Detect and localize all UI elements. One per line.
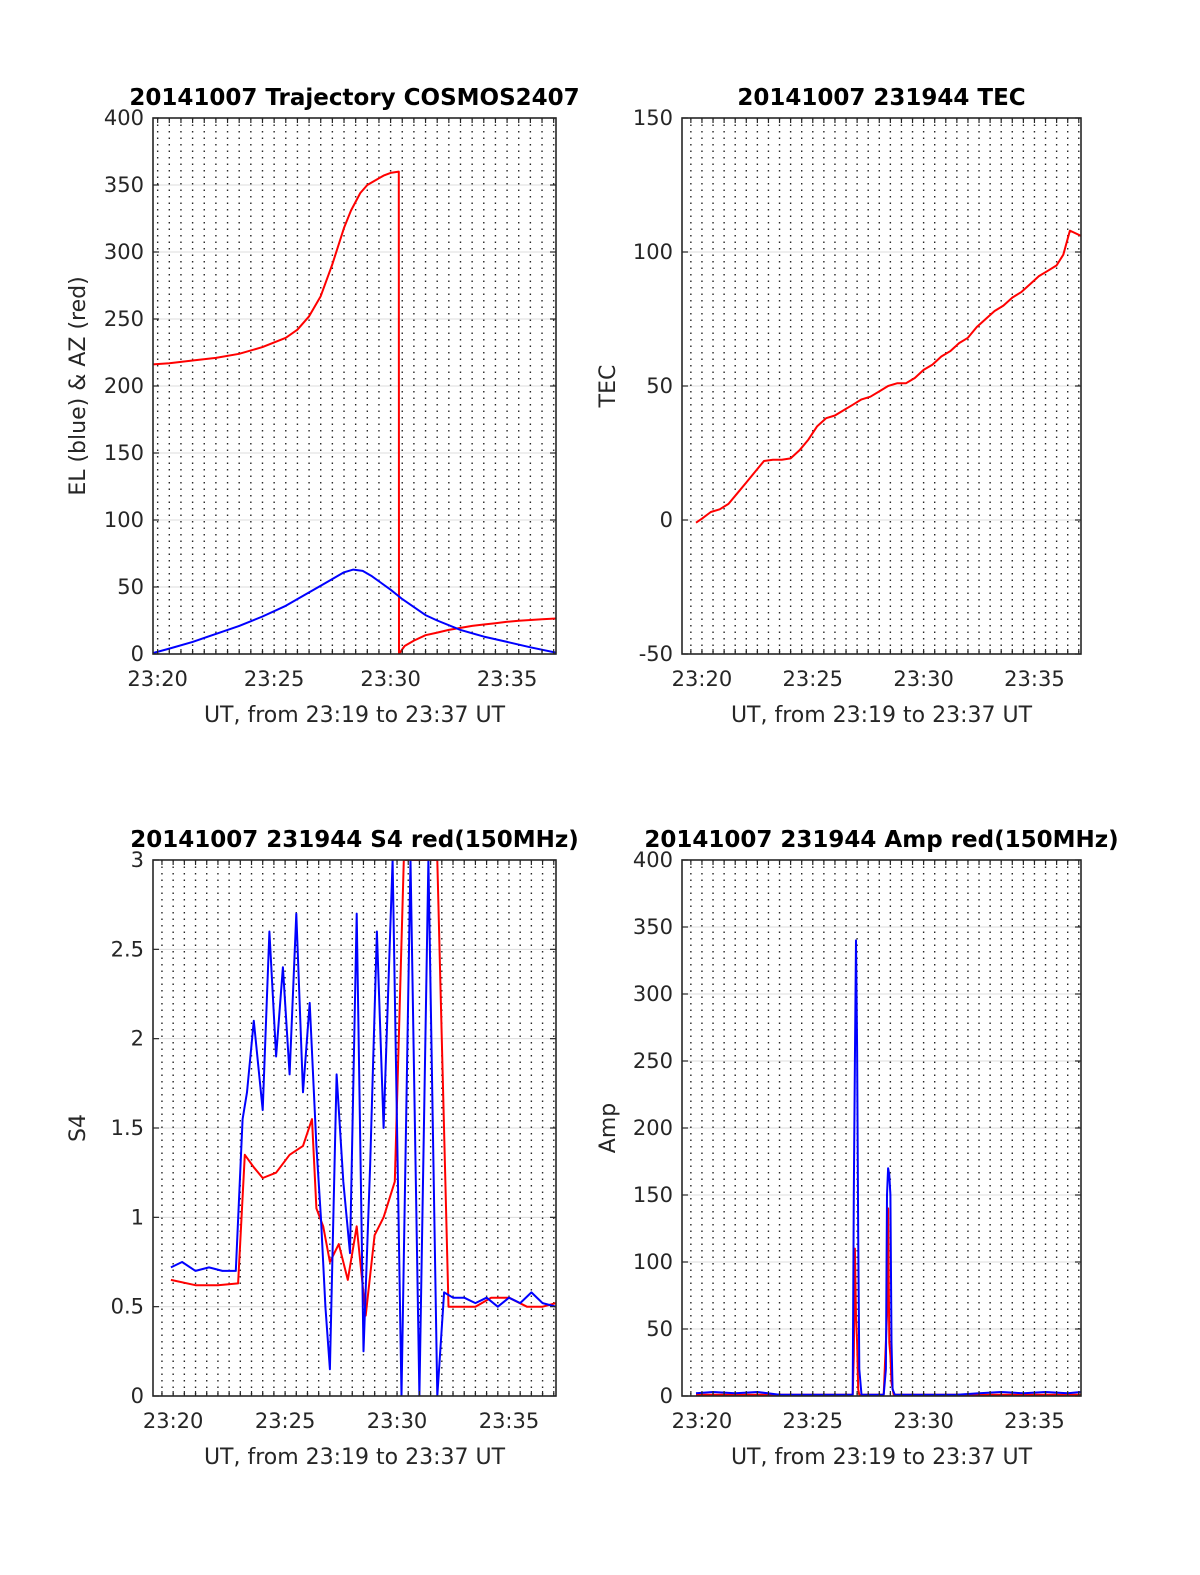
chart-title: 20141007 231944 TEC (737, 85, 1025, 111)
x-tick-label: 23:35 (1004, 667, 1065, 691)
x-tick-label: 23:35 (1004, 1409, 1065, 1433)
x-axis-label: UT, from 23:19 to 23:37 UT (204, 1445, 506, 1470)
y-tick-label: 2.5 (111, 937, 144, 961)
x-tick-label: 23:20 (672, 667, 733, 691)
x-tick-label: 23:30 (360, 667, 421, 691)
x-tick-label: 23:25 (783, 667, 844, 691)
y-tick-label: 1.5 (111, 1116, 144, 1140)
x-axis-label: UT, from 23:19 to 23:37 UT (204, 703, 506, 728)
x-tick-label: 23:25 (783, 1409, 844, 1433)
y-tick-label: 150 (633, 106, 673, 130)
y-axis-label: Amp (596, 1103, 621, 1153)
chart-title: 20141007 Trajectory COSMOS2407 (129, 85, 579, 111)
chart-panel-2: 23:20 23:25 23:30 23:35 -50 0 50 100 150 UT, from… (596, 85, 1082, 728)
y-tick-label: 300 (633, 982, 673, 1006)
chart-panel-3: 23:20 23:25 23:30 23:35 0 0.5 1 1.5 2 2.5 3 UT, fro… (66, 827, 579, 1470)
series-line-red (695, 229, 1081, 524)
y-tick-label: 100 (633, 240, 673, 264)
chart-title: 20141007 231944 Amp red(150MHz) (644, 827, 1118, 853)
series-line-red (170, 860, 556, 1317)
x-tick-label: 23:20 (127, 667, 188, 691)
y-tick-label: 350 (104, 173, 144, 197)
y-tick-label: 50 (117, 575, 144, 599)
chart-title: 20141007 231944 S4 red(150MHz) (130, 827, 579, 853)
y-tick-label: 250 (104, 307, 144, 331)
y-tick-label: 150 (633, 1183, 673, 1207)
y-tick-label: 2 (131, 1027, 144, 1051)
y-tick-label: 400 (633, 848, 673, 872)
y-tick-label: 200 (633, 1116, 673, 1140)
y-tick-label: 0 (131, 642, 144, 666)
chart-panel-4: 23:20 23:25 23:30 23:35 0 50 100 150 200 250 300 35… (596, 827, 1119, 1470)
series-line-blue (153, 568, 556, 654)
y-tick-label: 50 (646, 1317, 673, 1341)
y-tick-label: 150 (104, 441, 144, 465)
chart-panel-1: 23:20 23:25 23:30 23:35 0 50 100 150 200 250 300 35… (66, 85, 580, 728)
y-tick-label: 0 (660, 508, 673, 532)
y-tick-label: 0.5 (111, 1295, 144, 1319)
x-tick-label: 23:30 (367, 1409, 428, 1433)
y-tick-label: 200 (104, 374, 144, 398)
y-tick-label: -50 (639, 642, 673, 666)
y-tick-label: 100 (104, 508, 144, 532)
x-tick-label: 23:35 (477, 667, 538, 691)
x-tick-label: 23:25 (255, 1409, 316, 1433)
y-tick-label: 0 (131, 1384, 144, 1408)
series-line-blue (170, 860, 556, 1396)
x-tick-label: 23:20 (143, 1409, 204, 1433)
y-axis-label: EL (blue) & AZ (red) (66, 276, 91, 495)
x-tick-label: 23:30 (893, 1409, 954, 1433)
x-tick-label: 23:20 (672, 1409, 733, 1433)
x-axis-label: UT, from 23:19 to 23:37 UT (731, 1445, 1033, 1470)
x-axis-label: UT, from 23:19 to 23:37 UT (731, 703, 1033, 728)
y-tick-label: 0 (660, 1384, 673, 1408)
y-axis-label: S4 (66, 1114, 91, 1142)
x-tick-label: 23:35 (479, 1409, 540, 1433)
y-tick-label: 50 (646, 374, 673, 398)
series-line-red (696, 1207, 1081, 1396)
x-tick-label: 23:25 (244, 667, 305, 691)
x-tick-label: 23:30 (893, 667, 954, 691)
y-tick-label: 250 (633, 1049, 673, 1073)
y-tick-label: 1 (131, 1205, 144, 1229)
y-tick-label: 100 (633, 1250, 673, 1274)
series-line-red (153, 170, 556, 654)
y-tick-label: 350 (633, 915, 673, 939)
y-axis-label: TEC (596, 365, 621, 409)
y-tick-label: 3 (131, 848, 144, 872)
y-tick-label: 400 (104, 106, 144, 130)
y-tick-label: 300 (104, 240, 144, 264)
